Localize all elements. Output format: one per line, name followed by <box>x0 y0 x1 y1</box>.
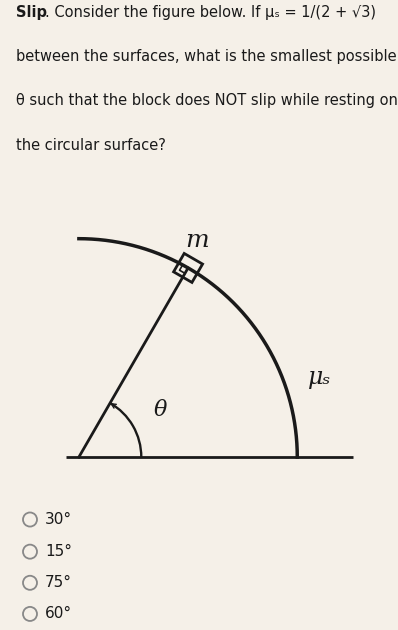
Text: the circular surface?: the circular surface? <box>16 137 166 152</box>
Text: 60°: 60° <box>45 607 72 621</box>
Text: 15°: 15° <box>45 544 72 559</box>
Text: 30°: 30° <box>45 512 72 527</box>
Text: m: m <box>185 229 209 252</box>
Text: θ: θ <box>153 399 167 421</box>
Text: θ such that the block does NOT slip while resting on: θ such that the block does NOT slip whil… <box>16 93 398 108</box>
Text: . Consider the figure below. If μₛ = 1/(2 + √3): . Consider the figure below. If μₛ = 1/(… <box>45 5 377 20</box>
Text: Slip: Slip <box>16 5 47 20</box>
Text: 75°: 75° <box>45 575 72 590</box>
Text: between the surfaces, what is the smallest possible: between the surfaces, what is the smalle… <box>16 49 396 64</box>
Text: μₛ: μₛ <box>308 365 332 389</box>
